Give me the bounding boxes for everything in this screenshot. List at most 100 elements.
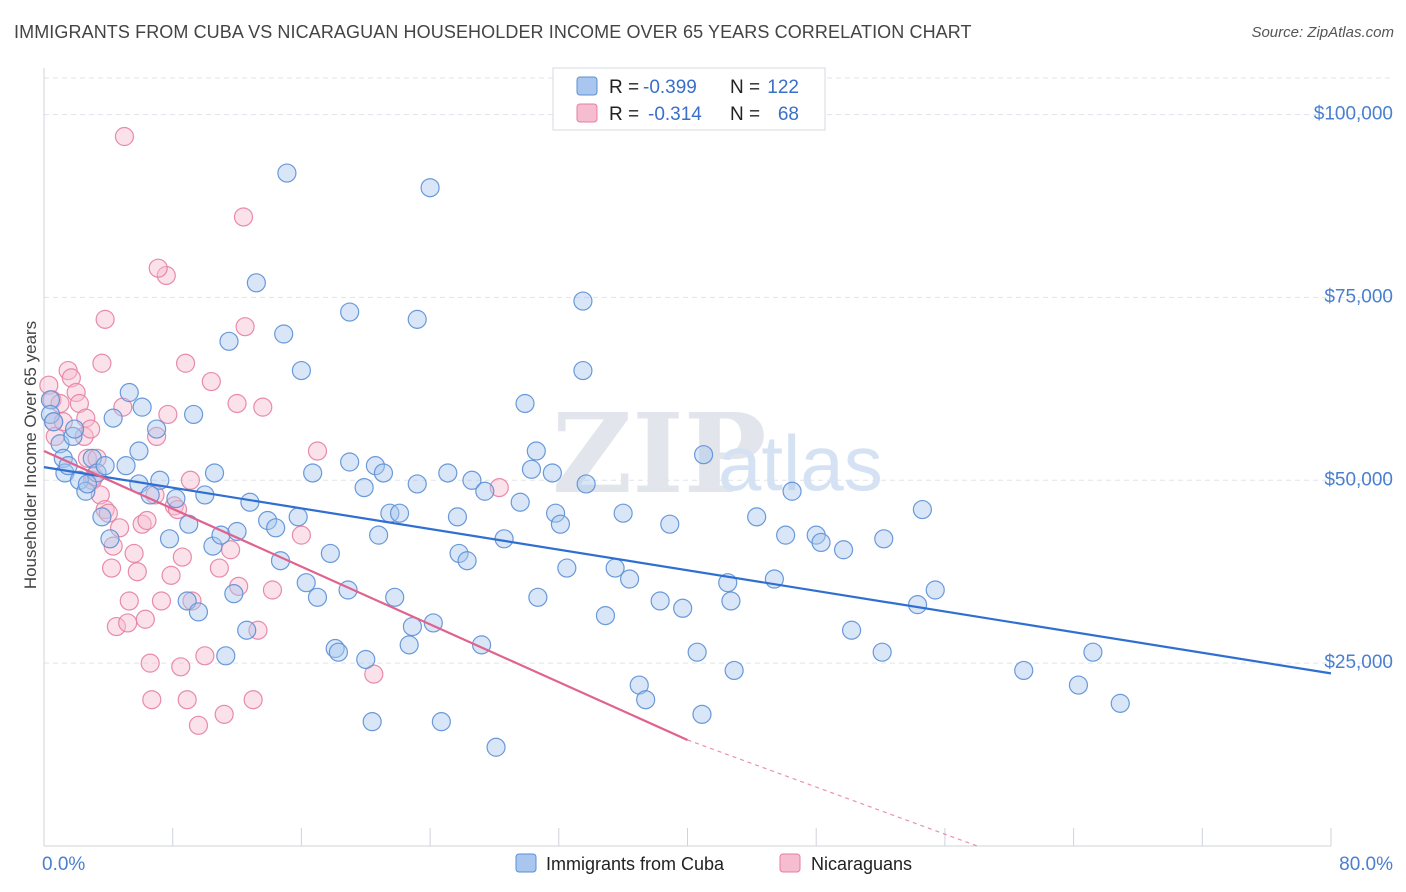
nicaraguans-point	[119, 591, 139, 611]
cuba-point	[724, 660, 744, 681]
chart-title: IMMIGRANTS FROM CUBA VS NICARAGUAN HOUSE…	[14, 22, 972, 42]
nicaraguans-point	[182, 591, 202, 611]
source-credit: Source: ZipAtlas.com	[1251, 24, 1394, 41]
cuba-point	[811, 532, 831, 553]
cuba-point	[573, 360, 593, 381]
cuba-point	[103, 408, 123, 428]
x-tick-label: 80.0%	[1339, 854, 1393, 875]
y-tick-label: $25,000	[1324, 652, 1393, 673]
cuba-point	[296, 573, 316, 593]
cuba-point	[833, 540, 854, 560]
cuba-point	[369, 525, 389, 545]
y-axis-label: Householder Income Over 65 years	[21, 321, 40, 589]
cuba-point	[95, 456, 115, 476]
cuba-point	[1083, 642, 1103, 662]
nicaraguans-point	[66, 382, 86, 403]
nicaraguans-point	[77, 448, 98, 468]
nicaraguans-point	[243, 690, 263, 710]
bottom-legend-swatch-nic	[779, 853, 801, 873]
cuba-point	[557, 558, 577, 578]
nicaraguans-point	[177, 690, 197, 710]
legend-n-value-nic: 68	[778, 104, 799, 125]
nicaraguans-point	[253, 397, 273, 417]
cuba-point	[475, 481, 495, 501]
bottom-legend: Immigrants from Cuba Nicaraguans	[515, 853, 912, 874]
cuba-point	[528, 587, 548, 607]
cuba-point	[204, 463, 225, 483]
cuba-point	[340, 302, 360, 322]
cuba-point	[76, 481, 96, 501]
cuba-point	[510, 492, 530, 512]
nicaraguans-point	[50, 393, 70, 414]
cuba-point	[159, 529, 180, 549]
cuba-point	[420, 178, 440, 198]
nicaraguans-point	[161, 565, 181, 585]
cuba-point	[77, 474, 98, 494]
cuba-point	[147, 419, 167, 439]
cuba-points	[40, 163, 1130, 757]
legend-n-label-cuba: N =	[730, 77, 760, 98]
nicaraguans-point	[175, 353, 196, 373]
nicaraguans-point	[87, 448, 107, 468]
cuba-trend-line	[43, 466, 1332, 675]
watermark-zip: ZIP	[552, 389, 766, 518]
legend-r-label-nic: R =	[609, 104, 639, 125]
y-tick-label: $50,000	[1324, 469, 1393, 490]
cuba-point	[399, 635, 419, 655]
nicaraguans-point	[235, 317, 255, 337]
nicaraguans-point	[489, 478, 509, 498]
legend-n-value-cuba: 122	[767, 77, 799, 98]
nicaraguans-point	[39, 375, 59, 395]
bottom-legend-label-cuba: Immigrants from Cuba	[546, 854, 725, 874]
cuba-point	[184, 404, 204, 425]
cuba-point	[925, 580, 945, 600]
legend-box	[552, 67, 826, 131]
cuba-point	[166, 488, 186, 509]
nicaraguans-point	[114, 126, 135, 147]
nicaraguans-point	[101, 558, 122, 578]
nicaraguans-point	[262, 580, 283, 600]
nicaraguans-point	[98, 503, 118, 523]
cuba-point	[188, 602, 209, 622]
trend-lines	[43, 450, 1332, 847]
y-tick-label: $75,000	[1324, 286, 1393, 307]
nicaraguans-point	[137, 510, 157, 531]
cuba-point	[545, 503, 566, 523]
y-tick-label: $100,000	[1314, 104, 1393, 125]
cuba-point	[841, 620, 862, 640]
cuba-point	[373, 463, 394, 483]
y-tick-labels: $25,000 $50,000 $75,000 $100,000	[1314, 104, 1393, 674]
cuba-point	[872, 642, 892, 662]
cuba-point	[673, 598, 693, 618]
cuba-point	[457, 551, 477, 571]
cuba-point	[266, 518, 286, 538]
cuba-point	[874, 529, 894, 549]
nicaraguans-point	[188, 715, 209, 735]
nicaraguans-point	[151, 591, 172, 611]
nicaraguans-point	[127, 562, 147, 582]
x-tick-labels: 0.0% 80.0%	[42, 854, 1393, 875]
nicaraguans-points	[39, 126, 509, 735]
nicaraguans-point	[209, 558, 229, 578]
legend-r-value-cuba: -0.399	[643, 77, 697, 98]
cuba-point	[619, 569, 640, 589]
cuba-point	[274, 324, 294, 344]
nicaraguans-point	[171, 657, 191, 677]
nicaraguans-point	[201, 371, 221, 392]
nicaraguans-point	[61, 368, 81, 388]
cuba-point	[64, 419, 85, 439]
cuba-point	[693, 445, 714, 465]
cuba-point	[100, 529, 120, 549]
cuba-point	[721, 591, 741, 611]
cuba-point	[320, 543, 340, 564]
legend-n-label-nic: N =	[730, 104, 760, 125]
cuba-point	[1110, 693, 1130, 713]
legend-swatch-nic	[576, 103, 598, 123]
nicaraguans-point	[92, 353, 112, 373]
cuba-point	[438, 463, 458, 483]
cuba-point	[650, 591, 670, 611]
cuba-point	[119, 382, 139, 403]
nicaraguans-point	[135, 609, 155, 629]
cuba-point	[216, 646, 236, 666]
cuba-point	[129, 441, 149, 461]
